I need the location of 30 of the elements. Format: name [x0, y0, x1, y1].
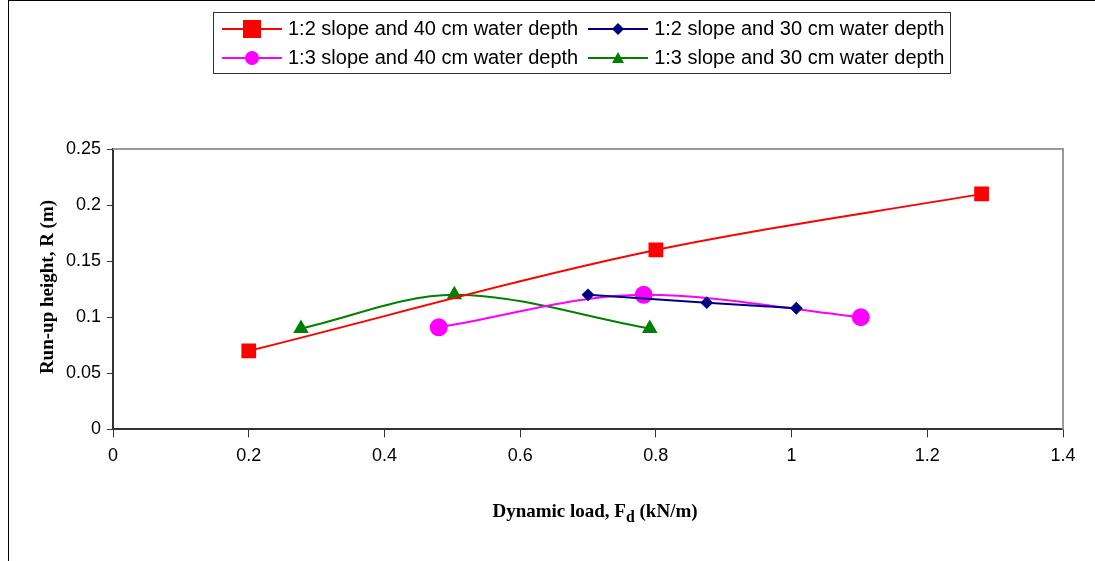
- point: [700, 296, 713, 309]
- point: [648, 242, 664, 258]
- legend-label: 1:3 slope and 30 cm water depth: [654, 46, 945, 69]
- y-tick-label: 0.05: [65, 362, 102, 383]
- point: [851, 308, 870, 327]
- y-tick-label: 0.2: [76, 194, 102, 215]
- point: [241, 343, 257, 359]
- x-tick-label: 0.4: [371, 445, 397, 466]
- x-tick-label: 0: [108, 445, 119, 466]
- legend-label: 1:3 slope and 40 cm water depth: [288, 46, 579, 69]
- point: [642, 320, 657, 333]
- x-tick-label: 0.2: [236, 445, 262, 466]
- x-axis-title: Dynamic load, F$_{d}$ (kN/m): [491, 500, 699, 526]
- x-tick-label: 0.6: [507, 445, 533, 466]
- legend-label: 1:2 slope and 30 cm water depth: [654, 17, 945, 40]
- x-tick-label: 1: [786, 445, 797, 466]
- y-tick-label: 0.15: [65, 250, 102, 271]
- point: [790, 302, 803, 315]
- y-tick-label: 0: [91, 418, 102, 439]
- legend-label: 1:2 slope and 40 cm water depth: [288, 17, 579, 40]
- point: [974, 186, 989, 202]
- point: [582, 288, 595, 301]
- x-tick-label: 1.4: [1050, 445, 1076, 466]
- point: [429, 318, 448, 337]
- y-tick-label: 0.1: [76, 306, 102, 327]
- y-tick-label: 0.25: [65, 137, 102, 158]
- x-tick-label: 0.8: [643, 445, 669, 466]
- x-tick-label: 1.2: [914, 445, 940, 466]
- y-axis-title: Run-up height, R (m): [36, 199, 58, 375]
- point: [293, 320, 309, 333]
